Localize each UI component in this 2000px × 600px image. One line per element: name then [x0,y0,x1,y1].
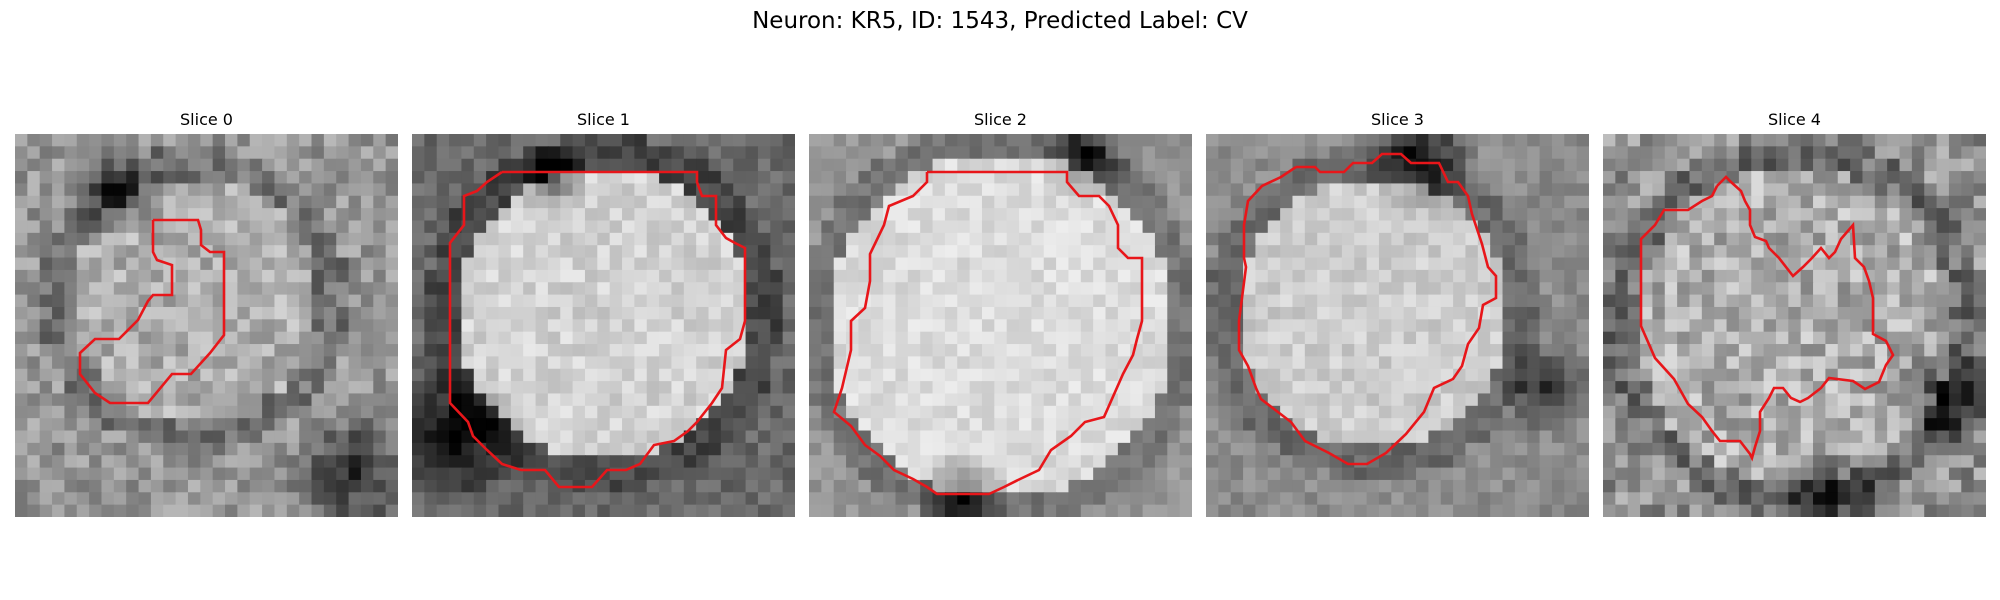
slice-panel-4: Slice 4 [1603,108,1986,517]
segmentation-contour [832,170,1144,496]
slice-panel-0: Slice 0 [15,108,398,517]
slice-image-0 [15,134,398,517]
slice-image-4 [1603,134,1986,517]
figure-title: Neuron: KR5, ID: 1543, Predicted Label: … [752,8,1248,34]
grayscale-pixels [15,134,398,517]
slice-title-4: Slice 4 [1768,110,1821,129]
slice-panel-1: Slice 1 [412,108,795,517]
slice-title-3: Slice 3 [1371,110,1424,129]
slice-title-2: Slice 2 [974,110,1027,129]
slice-image-2 [809,134,1192,517]
grayscale-pixels [1603,134,1986,517]
segmentation-contour [1237,152,1498,466]
grayscale-pixels [412,134,795,517]
slice-panel-2: Slice 2 [809,108,1192,517]
grayscale-pixels [1206,134,1589,517]
segmentation-contour [448,170,747,489]
slice-image-1 [412,134,795,517]
grayscale-pixels [809,134,1192,517]
slice-panel-3: Slice 3 [1206,108,1589,517]
segmentation-contour [78,218,226,405]
segmentation-contour [1639,175,1895,462]
slice-image-3 [1206,134,1589,517]
slice-title-0: Slice 0 [180,110,233,129]
slice-title-1: Slice 1 [577,110,630,129]
